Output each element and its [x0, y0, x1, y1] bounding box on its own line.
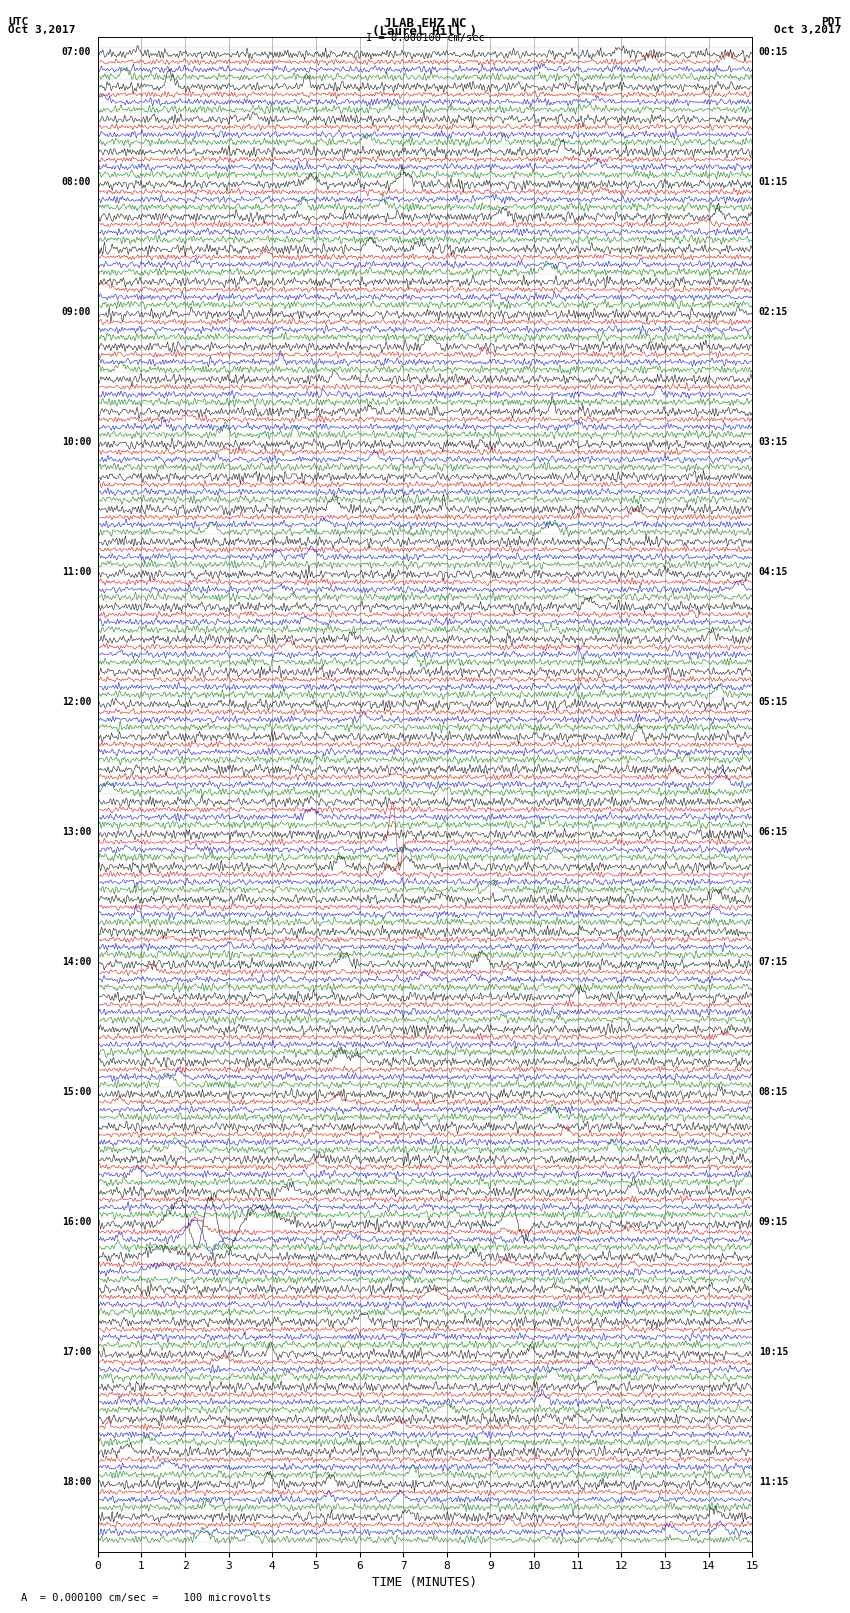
Text: 07:00: 07:00	[62, 47, 91, 56]
Text: 11:00: 11:00	[62, 566, 91, 577]
Text: 16:00: 16:00	[62, 1216, 91, 1227]
Text: 02:15: 02:15	[759, 306, 788, 316]
Text: PDT: PDT	[821, 18, 842, 27]
Text: 08:15: 08:15	[759, 1087, 788, 1097]
X-axis label: TIME (MINUTES): TIME (MINUTES)	[372, 1576, 478, 1589]
Text: (Laurel Hill ): (Laurel Hill )	[372, 24, 478, 39]
Text: A  = 0.000100 cm/sec =    100 microvolts: A = 0.000100 cm/sec = 100 microvolts	[21, 1594, 271, 1603]
Text: 15:00: 15:00	[62, 1087, 91, 1097]
Text: 08:00: 08:00	[62, 177, 91, 187]
Text: 07:15: 07:15	[759, 957, 788, 966]
Text: 10:00: 10:00	[62, 437, 91, 447]
Text: 00:15: 00:15	[759, 47, 788, 56]
Text: I = 0.000100 cm/sec: I = 0.000100 cm/sec	[366, 32, 484, 44]
Text: 01:15: 01:15	[759, 177, 788, 187]
Text: UTC: UTC	[8, 18, 29, 27]
Text: 03:15: 03:15	[759, 437, 788, 447]
Text: 06:15: 06:15	[759, 827, 788, 837]
Text: JLAB EHZ NC: JLAB EHZ NC	[383, 18, 467, 31]
Text: 13:00: 13:00	[62, 827, 91, 837]
Text: 05:15: 05:15	[759, 697, 788, 706]
Text: 04:15: 04:15	[759, 566, 788, 577]
Text: 11:15: 11:15	[759, 1478, 788, 1487]
Text: 09:15: 09:15	[759, 1216, 788, 1227]
Text: 12:00: 12:00	[62, 697, 91, 706]
Text: Oct 3,2017: Oct 3,2017	[8, 24, 76, 35]
Text: Oct 3,2017: Oct 3,2017	[774, 24, 842, 35]
Text: 18:00: 18:00	[62, 1478, 91, 1487]
Text: 14:00: 14:00	[62, 957, 91, 966]
Text: 17:00: 17:00	[62, 1347, 91, 1357]
Text: 10:15: 10:15	[759, 1347, 788, 1357]
Text: 09:00: 09:00	[62, 306, 91, 316]
